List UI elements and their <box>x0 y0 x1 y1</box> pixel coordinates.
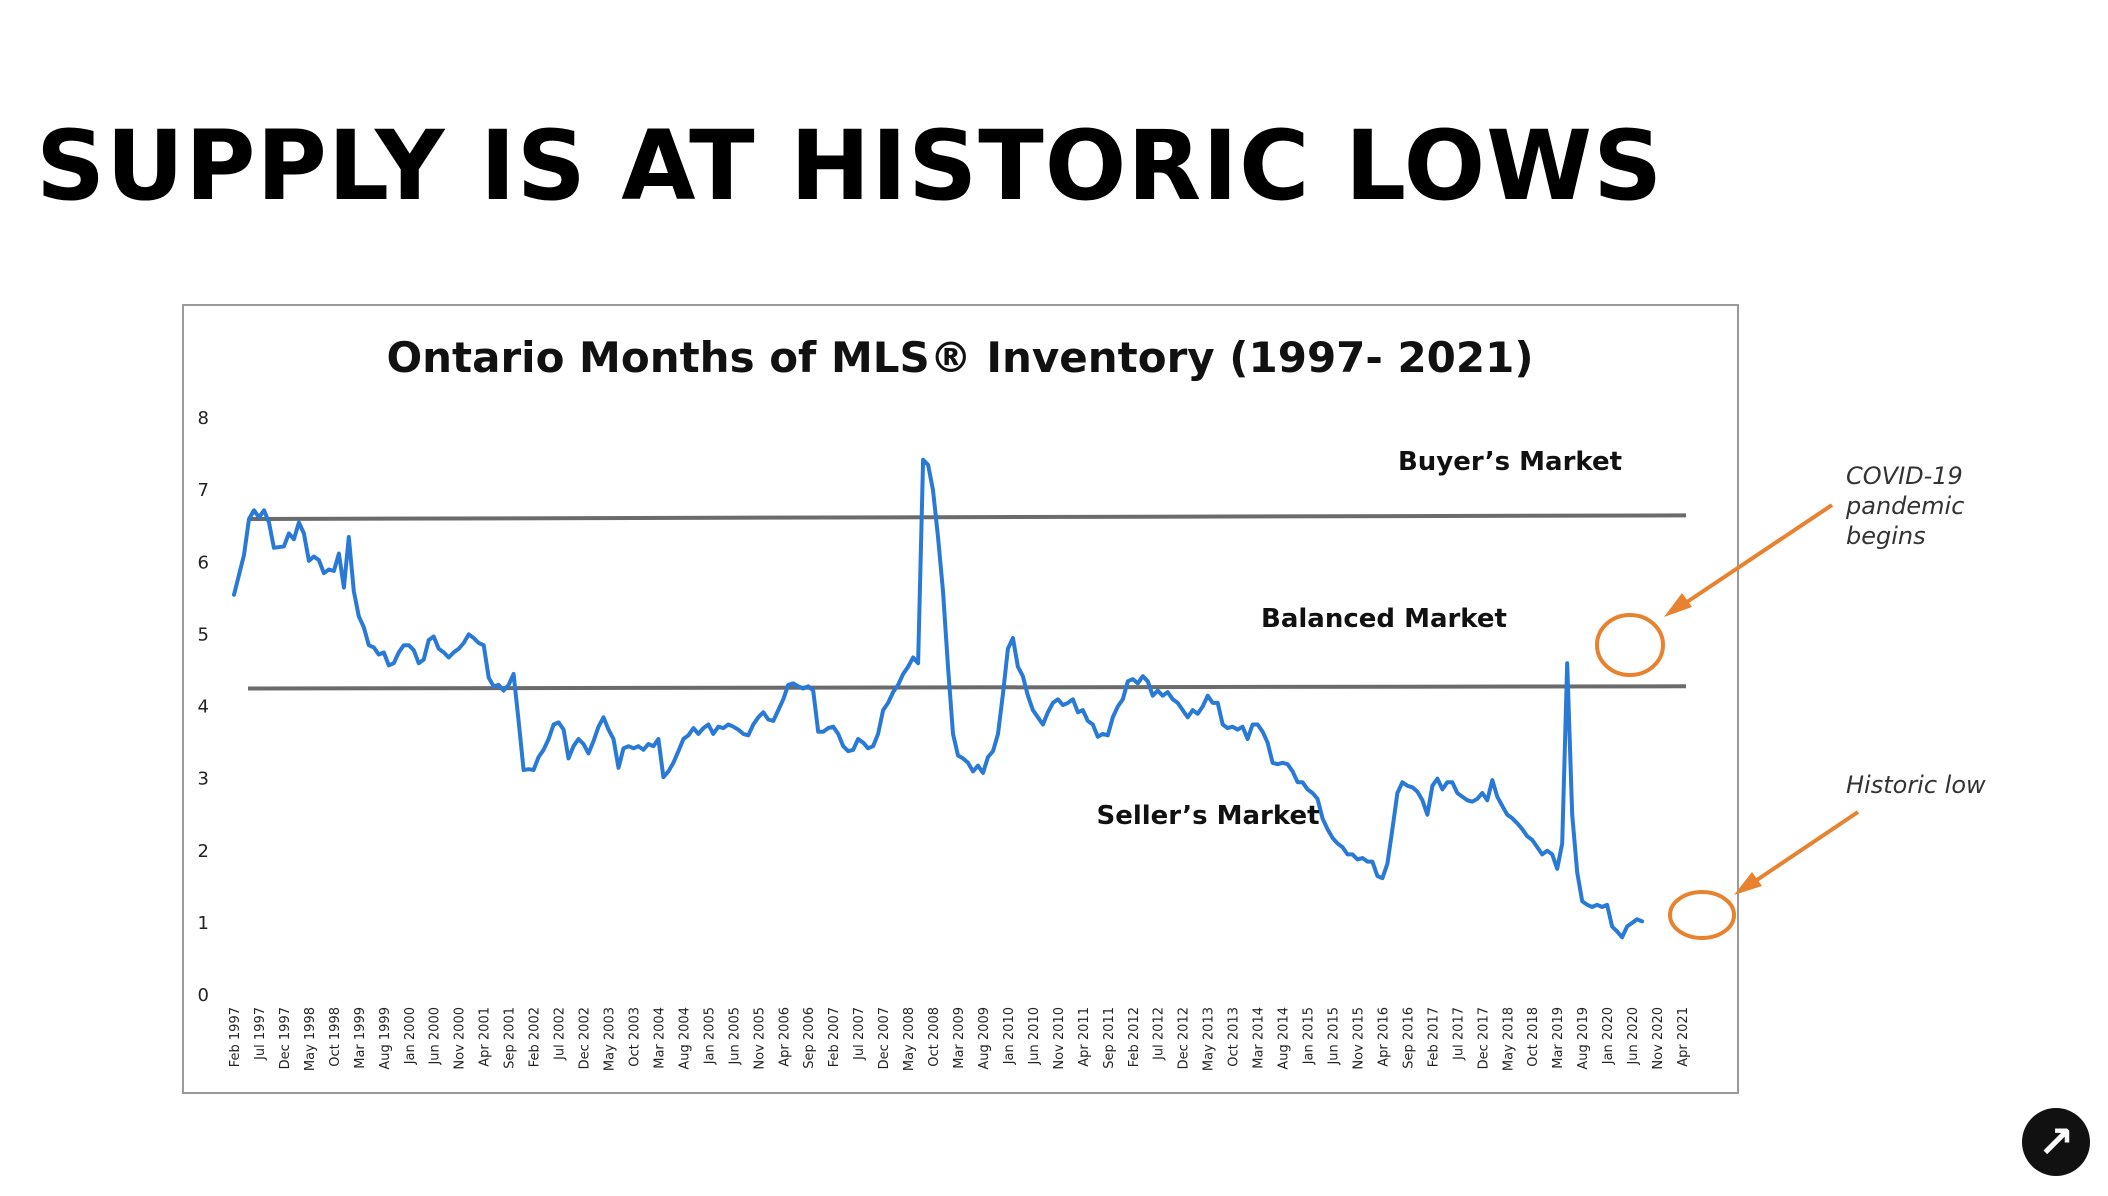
x-tick-label: Jun 2000 <box>428 1007 443 1066</box>
x-tick-label: May 2018 <box>1501 1007 1516 1071</box>
x-tick-label: Apr 2016 <box>1376 1007 1391 1067</box>
x-tick-label: Nov 2010 <box>1052 1007 1067 1070</box>
covid-annotation-line-2: pandemic <box>1845 492 1964 520</box>
x-tick-label: Oct 2018 <box>1526 1007 1541 1067</box>
x-tick-label: Jan 2020 <box>1601 1007 1616 1065</box>
x-tick-label: Jan 2015 <box>1302 1007 1317 1065</box>
brand-logo-icon: ↗ <box>2022 1108 2090 1176</box>
chart-title: Ontario Months of MLS® Inventory (1997- … <box>386 333 1533 382</box>
x-tick-label: Feb 2017 <box>1426 1007 1441 1067</box>
x-tick-label: Oct 1998 <box>328 1007 343 1067</box>
reference-line <box>247 684 1687 691</box>
x-tick-label: Jan 2005 <box>702 1007 717 1065</box>
x-tick-label: Feb 2007 <box>827 1007 842 1067</box>
x-tick-label: Mar 2009 <box>952 1007 967 1069</box>
x-tick-label: Jul 2007 <box>852 1007 867 1061</box>
covid-arrow <box>1664 503 1834 617</box>
x-tick-label: May 2013 <box>1202 1007 1217 1071</box>
x-tick-label: Oct 2013 <box>1227 1007 1242 1067</box>
x-tick-label: Feb 2012 <box>1127 1007 1142 1067</box>
historic-low-highlight-circle <box>1668 890 1736 940</box>
x-tick-label: Jan 2010 <box>1002 1007 1017 1065</box>
x-tick-label: Feb 1997 <box>228 1007 243 1067</box>
x-tick-label: Mar 2014 <box>1252 1007 1267 1069</box>
reference-lines <box>247 513 1687 691</box>
x-tick-label: Jul 2017 <box>1451 1007 1466 1061</box>
historic-low-arrow <box>1734 810 1860 895</box>
slide-title: SUPPLY IS AT HISTORIC LOWS <box>36 110 1664 222</box>
reference-line <box>247 513 1687 521</box>
x-tick-label: Aug 1999 <box>378 1007 393 1070</box>
x-tick-label: Sep 2011 <box>1102 1007 1117 1069</box>
x-tick-label: Nov 2000 <box>453 1007 468 1070</box>
y-tick-label: 4 <box>198 697 209 718</box>
x-tick-label: Jun 2005 <box>727 1007 742 1066</box>
x-tick-label: Sep 2006 <box>802 1007 817 1069</box>
x-tick-label: May 2003 <box>602 1007 617 1071</box>
y-tick-label: 3 <box>198 769 209 790</box>
x-tick-label: Apr 2021 <box>1676 1007 1691 1067</box>
x-tick-label: Jul 1997 <box>253 1007 268 1061</box>
x-tick-label: Dec 2017 <box>1476 1007 1491 1069</box>
x-tick-label: Oct 2003 <box>627 1007 642 1067</box>
x-tick-label: Nov 2015 <box>1351 1007 1366 1070</box>
y-tick-label: 8 <box>198 408 209 429</box>
x-tick-label: Sep 2016 <box>1401 1007 1416 1069</box>
x-tick-label: Dec 2007 <box>877 1007 892 1069</box>
historic-low-annotation: Historic low <box>1846 771 1986 799</box>
x-tick-label: Jul 2012 <box>1152 1007 1167 1061</box>
x-tick-label: Dec 2002 <box>578 1007 593 1069</box>
x-tick-label: Apr 2011 <box>1077 1007 1092 1067</box>
x-tick-label: Sep 2001 <box>503 1007 518 1069</box>
x-tick-label: Oct 2008 <box>927 1007 942 1067</box>
y-axis-ticks: 0 1 2 3 4 5 6 7 8 <box>198 408 209 1006</box>
y-tick-label: 5 <box>198 624 209 645</box>
x-tick-label: Feb 2002 <box>528 1007 543 1067</box>
x-tick-label: Aug 2009 <box>977 1007 992 1070</box>
x-tick-label: Apr 2001 <box>478 1007 493 1067</box>
covid-annotation-line-3: begins <box>1846 522 1926 550</box>
region-label-buyers: Buyer’s Market <box>1398 447 1622 477</box>
covid-annotation-line-1: COVID-19 <box>1846 462 1963 490</box>
y-tick-label: 7 <box>198 480 209 501</box>
x-tick-label: Aug 2004 <box>677 1007 692 1070</box>
x-tick-label: Nov 2020 <box>1651 1007 1666 1070</box>
series-line <box>232 457 1645 940</box>
x-tick-label: Jun 2015 <box>1327 1007 1342 1066</box>
x-tick-label: Jun 2020 <box>1626 1007 1641 1066</box>
y-tick-label: 0 <box>198 985 209 1006</box>
x-tick-label: Apr 2006 <box>777 1007 792 1067</box>
x-tick-label: Aug 2014 <box>1277 1007 1292 1070</box>
x-tick-label: Mar 2019 <box>1551 1007 1566 1069</box>
x-tick-label: May 1998 <box>303 1007 318 1071</box>
x-tick-label: Dec 2012 <box>1177 1007 1192 1069</box>
covid-highlight-circle <box>1595 613 1665 677</box>
x-tick-label: Mar 1999 <box>353 1007 368 1069</box>
x-tick-label: Jul 2002 <box>553 1007 568 1061</box>
x-tick-label: May 2008 <box>902 1007 917 1071</box>
x-tick-label: Dec 1997 <box>278 1007 293 1069</box>
y-tick-label: 1 <box>198 913 209 934</box>
x-tick-label: Nov 2005 <box>752 1007 767 1070</box>
y-tick-label: 6 <box>198 552 209 573</box>
x-tick-label: Mar 2004 <box>652 1007 667 1069</box>
chart-frame <box>182 304 1739 1094</box>
x-tick-label: Jun 2010 <box>1027 1007 1042 1066</box>
y-tick-label: 2 <box>198 841 209 862</box>
region-label-balanced: Balanced Market <box>1261 604 1507 634</box>
x-tick-label: Aug 2019 <box>1576 1007 1591 1070</box>
x-tick-label: Jan 2000 <box>403 1007 418 1065</box>
region-label-sellers: Seller’s Market <box>1096 801 1319 831</box>
x-axis-ticks: Feb 1997 Jul 1997 Dec 1997 May 1998 Oct 1998… <box>228 1007 1691 1071</box>
